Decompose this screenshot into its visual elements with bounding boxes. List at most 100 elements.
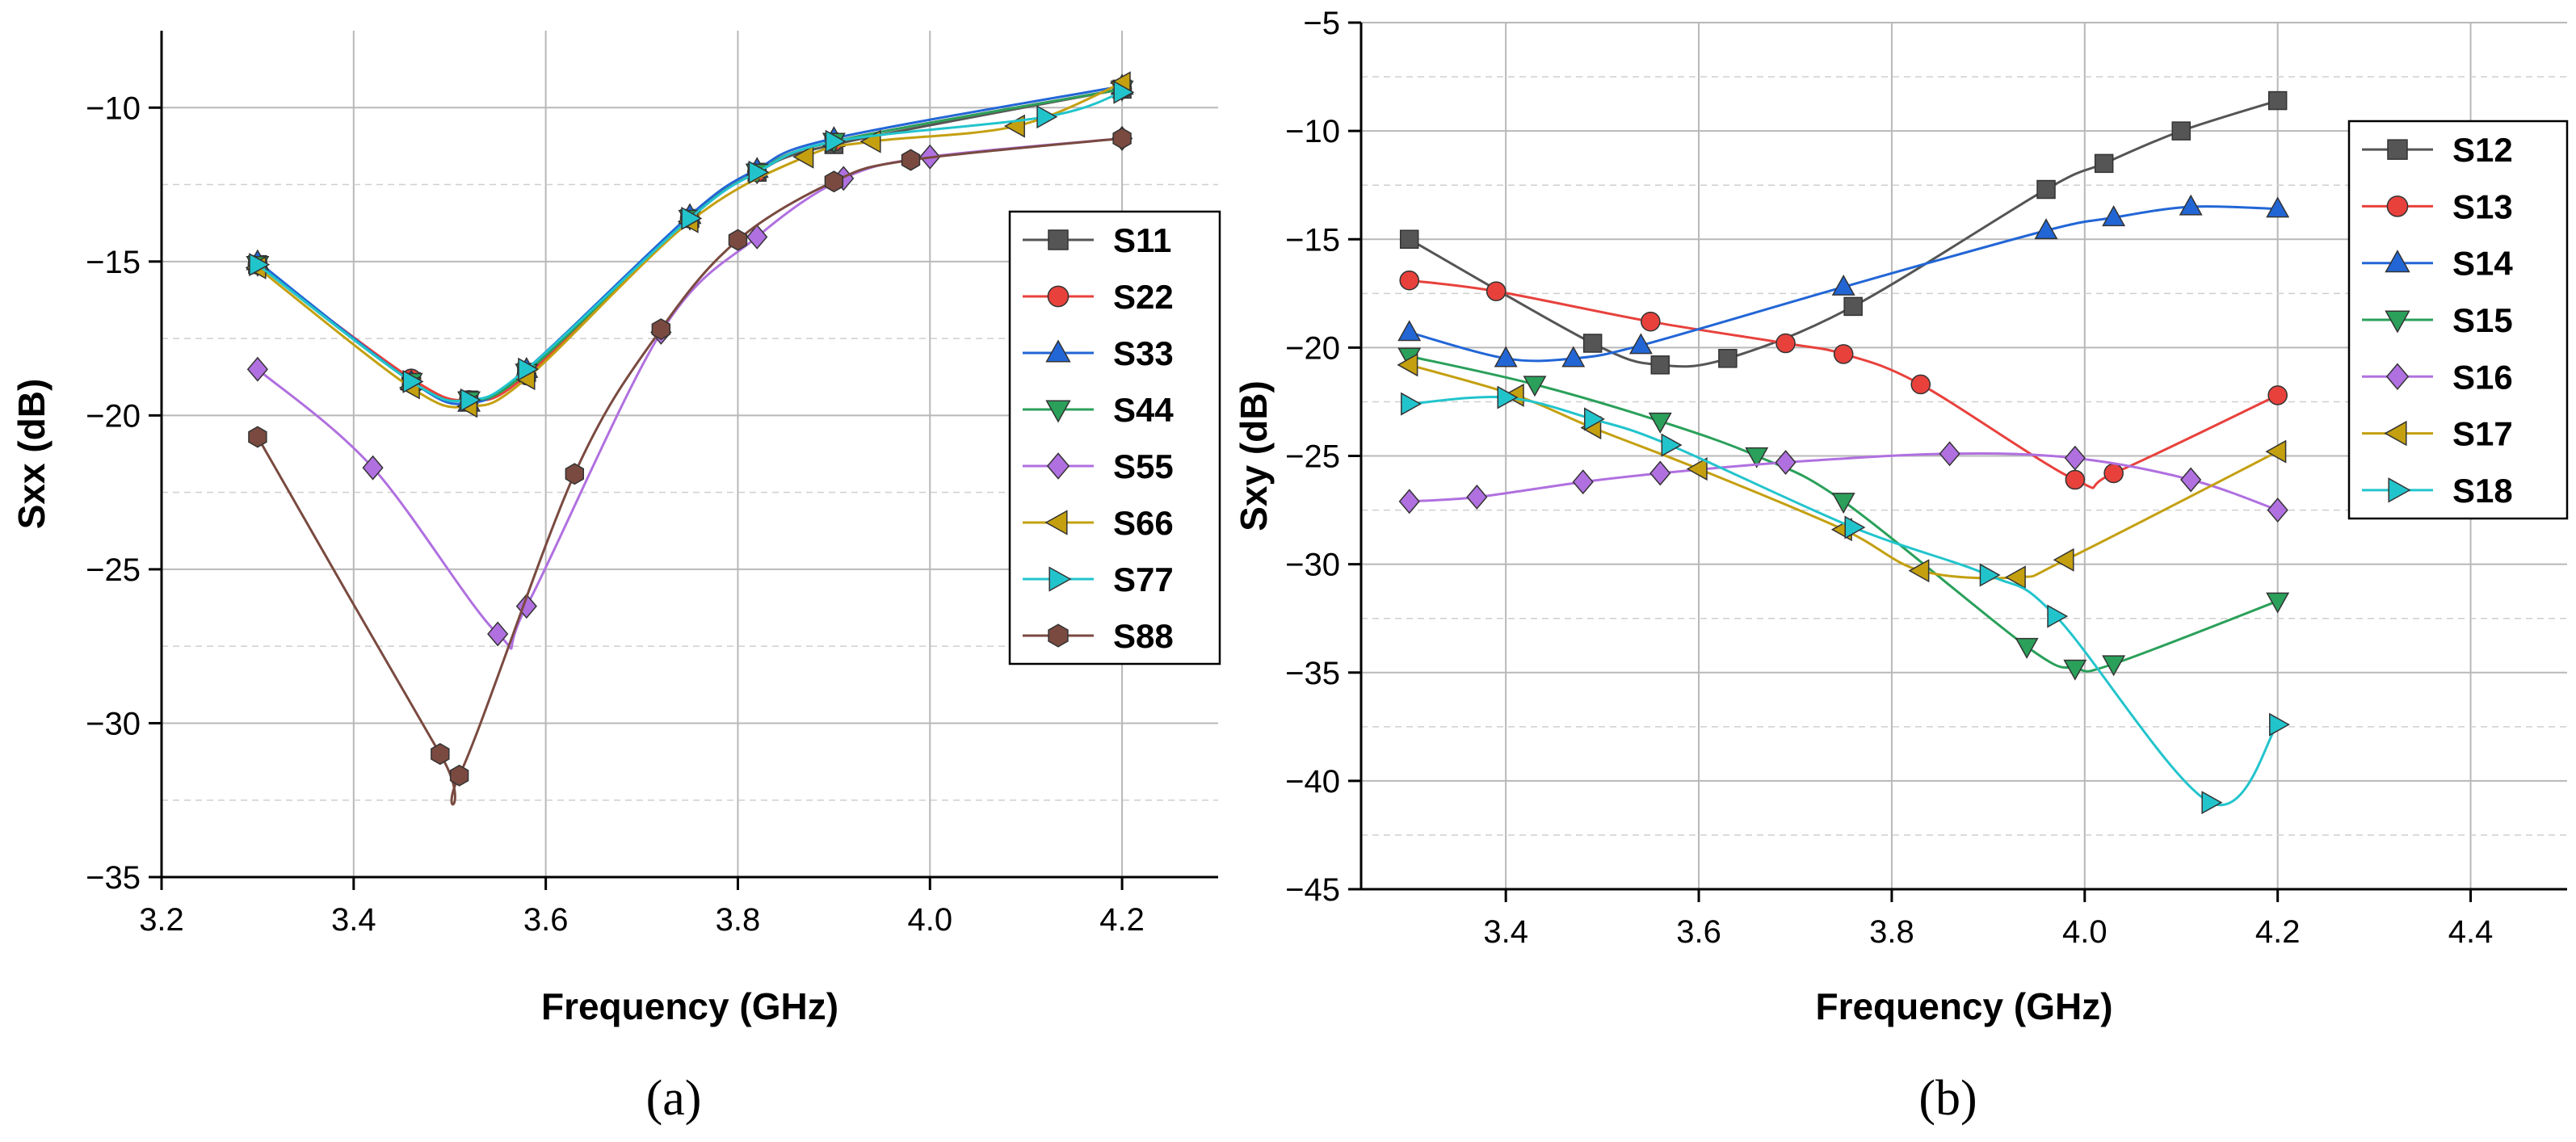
data-point-s15 [1831,493,1855,514]
series-line-s77 [256,90,1123,403]
x-tick-label: 4.2 [2255,914,2301,950]
data-point-s88 [651,318,671,341]
x-tick-label: 3.8 [716,902,761,938]
data-point-s55 [746,224,768,250]
y-tick-label: −30 [1285,548,1340,583]
data-point-s15 [1523,376,1547,397]
data-point-s16 [1939,441,1960,467]
data-point-s77 [1113,80,1135,104]
legend-label-s12: S12 [2452,131,2513,169]
data-point-s77 [681,206,703,230]
legend-label-s16: S16 [2452,358,2513,396]
data-point-s12 [1718,349,1738,368]
y-axis-title: Sxx (dB) [11,379,53,530]
data-point-s18 [1584,407,1605,431]
data-point-s55 [515,594,537,619]
legend-label-s44: S44 [1113,391,1174,429]
legend-marker-s12 [2387,139,2408,160]
data-point-s14 [2179,194,2203,216]
data-point-s14 [2266,196,2290,218]
data-point-s77 [249,253,271,277]
series-s88 [248,127,1132,806]
data-point-s14 [2102,205,2126,227]
series-line-s11 [256,87,1123,402]
x-tick-label: 4.4 [2448,914,2494,950]
data-point-s12 [1843,296,1863,317]
y-axis-title: Sxy (dB) [1233,380,1275,531]
x-tick-label: 3.6 [1676,914,1721,950]
legend-label-s66: S66 [1113,504,1174,542]
data-point-s15 [1648,412,1672,434]
series-s13 [1399,270,2288,490]
legend-label-s17: S17 [2452,415,2513,453]
legend-label-s22: S22 [1113,278,1174,316]
series-line-s16 [1409,451,2279,512]
legend-marker-s88 [1048,623,1069,648]
y-tick-label: −25 [1285,439,1340,475]
data-point-s88 [431,743,450,766]
data-point-s77 [1036,105,1058,129]
x-axis-title: Frequency (GHz) [1815,985,2112,1027]
data-point-s16 [1466,485,1488,510]
y-tick-label: −10 [86,90,141,126]
legend-label-s77: S77 [1113,561,1174,598]
data-point-s12 [1650,355,1670,375]
y-tick-label: −5 [1303,6,1340,41]
legend-label-s13: S13 [2452,187,2513,225]
data-point-s18 [1497,385,1519,409]
legend-label-s55: S55 [1113,447,1174,485]
data-point-s16 [1775,450,1796,476]
data-point-s16 [1572,469,1594,495]
data-point-s15 [2266,592,2290,614]
data-point-s55 [487,621,509,647]
data-point-s66 [792,145,814,169]
legend-marker-s22 [1047,285,1069,308]
y-tick-label: −45 [1285,872,1340,908]
data-point-s12 [2094,153,2114,174]
panel-b-chart: 3.4 3.6 3.8 4.0 4.2 4.4 −45 −40 −35 −30 −25 −20 −15 −… [1233,6,2569,1126]
legend: S12 S13 S14 S15 S16 S17 S18 [2347,120,2569,520]
data-point-s66 [1004,114,1025,138]
data-point-s55 [362,455,384,481]
legend-marker-s55 [1046,452,1070,480]
legend-marker-s13 [2386,195,2409,217]
legend-marker-s77 [1048,566,1072,592]
x-tick-label: 3.4 [331,902,376,938]
data-point-s18 [1401,392,1422,416]
x-tick-label: 3.2 [139,902,184,938]
series-line-s88 [256,136,1123,806]
data-point-s14 [1831,274,1855,296]
data-point-s13 [2065,469,2086,490]
y-tick-label: −20 [1285,330,1340,366]
data-point-s13 [1399,270,1420,291]
data-point-s77 [460,388,481,412]
x-tick-label: 4.2 [1099,902,1145,938]
legend-marker-s17 [2384,420,2407,447]
series-line-s44 [256,87,1123,402]
series-line-s17 [1409,363,2279,580]
data-point-s15 [2102,655,2126,677]
data-point-s88 [901,149,921,171]
series-s33 [246,73,1134,412]
data-point-s15 [1745,447,1769,468]
data-point-s18 [1661,433,1683,457]
legend-marker-s15 [2385,310,2410,334]
data-point-s14 [1561,346,1586,367]
data-point-s77 [825,129,847,153]
data-point-s13 [2103,463,2124,484]
data-point-s17 [1686,457,1708,481]
series-line-s12 [1408,99,2279,368]
legend-marker-s16 [2385,363,2410,391]
data-point-s14 [1494,346,1518,367]
legend-marker-s18 [2388,477,2411,503]
panel-a-chart: 3.2 3.4 3.6 3.8 4.0 4.2 −35 −30 −25 −20 −15 −10 Freq… [11,31,1221,1126]
series-line-s18 [1409,396,2279,807]
data-point-s15 [2015,637,2039,659]
series-s77 [249,80,1135,412]
data-point-s17 [2004,565,2026,590]
data-point-s16 [1649,460,1671,486]
x-tick-label: 3.8 [1869,914,1914,950]
legend-marker-s14 [2385,250,2410,273]
data-point-s18 [2269,712,2290,737]
data-point-s88 [449,764,469,787]
